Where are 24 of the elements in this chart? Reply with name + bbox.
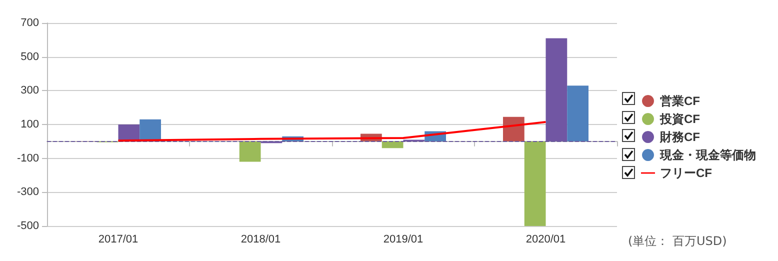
x-tick-label: 2020/01 (526, 234, 566, 246)
y-tick-label: -300 (16, 186, 39, 198)
legend-label: 現金・現金等価物 (659, 148, 756, 162)
legend-label: 財務CF (659, 130, 700, 144)
bar (239, 141, 261, 162)
legend-label: 営業CF (660, 94, 700, 108)
x-tick-label: 2019/01 (383, 234, 424, 246)
bar (503, 116, 524, 142)
x-tick-label: 2018/01 (240, 234, 281, 246)
line-series (117, 120, 547, 142)
bar (382, 141, 404, 148)
bar (567, 86, 588, 142)
legend-label: 投資CF (659, 112, 700, 126)
y-tick-label: 300 (20, 84, 39, 97)
y-tick-label: -100 (16, 152, 39, 164)
x-tick-label: 2017/01 (98, 234, 138, 246)
bar (524, 141, 546, 226)
y-tick-label: -500 (16, 220, 39, 232)
y-tick-label: 100 (20, 118, 39, 130)
bar (140, 119, 161, 142)
text: (単位： 百万USD) (628, 233, 727, 250)
y-tick-label: 500 (20, 50, 39, 63)
legend-label: フリーCF (660, 166, 712, 180)
y-tick-label: 700 (20, 17, 39, 29)
